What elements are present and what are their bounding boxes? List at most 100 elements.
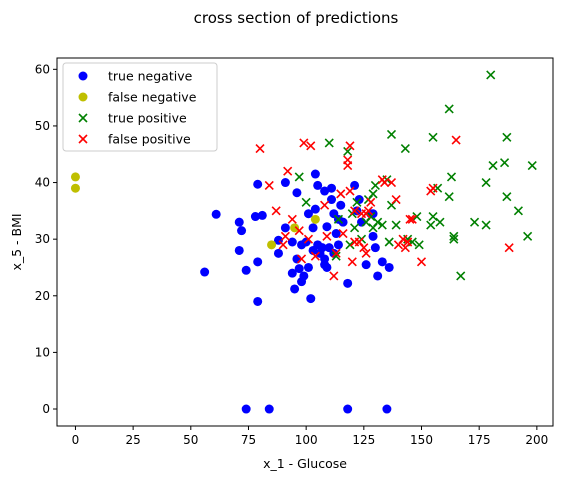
points-layer xyxy=(70,70,537,414)
data-point-true-positive-stroke-b xyxy=(301,197,311,207)
data-point-true-negative xyxy=(361,260,371,270)
legend-marker-true-negative xyxy=(78,71,88,81)
y-tick-label: 60 xyxy=(35,62,50,76)
data-point-true-negative xyxy=(384,262,394,272)
data-point-true-positive xyxy=(446,172,457,182)
data-point-true-negative xyxy=(313,180,323,190)
data-point-true-positive xyxy=(444,104,454,114)
legend-marker-false-positive-stroke-b xyxy=(78,134,88,144)
data-point-true-negative xyxy=(320,186,330,196)
data-point-true-negative xyxy=(343,278,353,288)
data-point-true-negative xyxy=(303,262,313,272)
data-point-false-positive xyxy=(405,214,415,224)
x-tick-label: 150 xyxy=(410,433,433,447)
data-point-true-positive-stroke-b xyxy=(469,217,480,227)
y-axis-ticks: 0 10 20 30 40 50 60 xyxy=(35,62,57,416)
data-point-true-negative xyxy=(200,267,210,277)
data-point-false-positive xyxy=(310,251,320,261)
data-point-false-positive xyxy=(386,177,397,188)
data-point-false-positive xyxy=(359,243,369,253)
data-point-true-negative xyxy=(336,200,346,210)
data-point-true-negative xyxy=(357,217,367,227)
data-point-true-positive xyxy=(456,271,466,281)
x-tick-label: 50 xyxy=(183,433,198,447)
data-point-false-positive xyxy=(271,206,281,216)
data-point-false-positive-stroke-b xyxy=(347,257,357,267)
data-point-true-positive-stroke-b xyxy=(502,132,512,142)
data-point-true-negative xyxy=(333,240,343,250)
data-point-true-negative xyxy=(241,265,251,275)
data-point-false-positive xyxy=(347,257,357,267)
data-point-true-positive-stroke-b xyxy=(370,180,380,190)
data-point-false-positive-stroke-b xyxy=(299,138,309,148)
data-point-true-negative xyxy=(368,231,378,241)
data-point-true-positive-stroke-b xyxy=(412,211,422,222)
data-point-true-positive-stroke-b xyxy=(428,211,438,222)
y-tick-label: 50 xyxy=(35,119,50,133)
data-point-false-positive-stroke-b xyxy=(329,271,339,281)
data-point-false-positive xyxy=(345,186,355,196)
data-point-true-positive xyxy=(481,220,491,230)
data-point-false-positive-stroke-b xyxy=(350,206,360,216)
data-point-true-positive xyxy=(469,217,480,227)
data-point-true-positive-stroke-b xyxy=(513,206,523,216)
data-point-true-positive xyxy=(513,206,523,216)
y-tick-label: 40 xyxy=(35,176,50,190)
data-point-true-negative xyxy=(370,243,380,253)
data-point-true-positive-stroke-b xyxy=(449,231,459,241)
data-point-true-positive-stroke-b xyxy=(456,271,466,281)
data-point-false-positive-stroke-b xyxy=(398,234,408,244)
y-tick-label: 20 xyxy=(35,289,50,303)
data-point-true-negative xyxy=(352,206,362,216)
data-point-false-positive-stroke-b xyxy=(306,141,316,151)
data-point-true-positive xyxy=(368,189,378,199)
data-point-false-positive-stroke-b xyxy=(354,237,364,247)
data-point-true-negative xyxy=(331,229,341,239)
legend-marker-false-negative xyxy=(78,92,88,102)
data-point-false-positive-stroke-b xyxy=(320,200,330,210)
data-point-false-positive xyxy=(345,141,355,151)
data-point-true-positive-stroke-b xyxy=(386,129,397,139)
data-point-false-positive-stroke-b xyxy=(331,248,341,258)
data-point-false-positive xyxy=(504,243,514,253)
data-point-true-positive-stroke-b xyxy=(377,220,387,230)
data-point-true-positive-stroke-b xyxy=(400,144,410,154)
data-point-true-positive-stroke-b xyxy=(502,192,512,202)
data-point-false-positive xyxy=(361,248,371,258)
data-point-false-positive xyxy=(294,226,304,236)
data-point-false-positive-stroke-b xyxy=(345,141,355,151)
data-point-true-negative xyxy=(253,296,263,306)
data-point-true-negative xyxy=(343,404,353,414)
data-point-true-negative xyxy=(294,264,304,274)
data-point-true-negative xyxy=(327,183,337,193)
data-point-true-positive-stroke-b xyxy=(331,251,341,261)
data-point-true-negative xyxy=(292,188,302,198)
legend-marker-true-positive xyxy=(78,113,88,123)
data-point-true-positive-stroke-b xyxy=(333,214,344,224)
data-point-true-positive xyxy=(343,146,353,156)
data-point-false-positive-stroke-b xyxy=(271,206,281,216)
data-point-true-positive-stroke-b xyxy=(444,192,454,202)
data-point-true-negative xyxy=(317,243,327,253)
data-point-false-positive-stroke-b xyxy=(359,243,369,253)
data-point-true-positive xyxy=(331,251,341,261)
x-axis-ticks: 0 25 50 75 100 125 150 175 200 xyxy=(72,426,548,447)
data-point-true-positive xyxy=(370,180,380,190)
data-point-false-positive-stroke-b xyxy=(283,166,293,176)
data-point-true-positive-stroke-b xyxy=(527,161,537,171)
data-point-true-negative xyxy=(280,223,290,233)
data-point-true-negative xyxy=(253,179,263,189)
x-tick-label: 25 xyxy=(125,433,140,447)
data-point-true-positive xyxy=(523,231,533,241)
data-point-false-positive-stroke-b xyxy=(504,243,514,253)
legend-label-true-positive: true positive xyxy=(108,111,187,126)
data-point-false-positive-stroke-b xyxy=(278,240,288,250)
data-point-true-negative xyxy=(373,271,383,281)
data-point-true-negative xyxy=(273,248,283,258)
x-tick-label: 175 xyxy=(468,433,491,447)
data-point-true-positive-stroke-b xyxy=(488,161,498,171)
data-point-false-positive-stroke-b xyxy=(366,197,376,207)
data-point-true-positive-stroke-b xyxy=(446,172,457,182)
data-point-true-negative xyxy=(338,217,348,227)
data-point-true-positive-stroke-b xyxy=(481,220,491,230)
